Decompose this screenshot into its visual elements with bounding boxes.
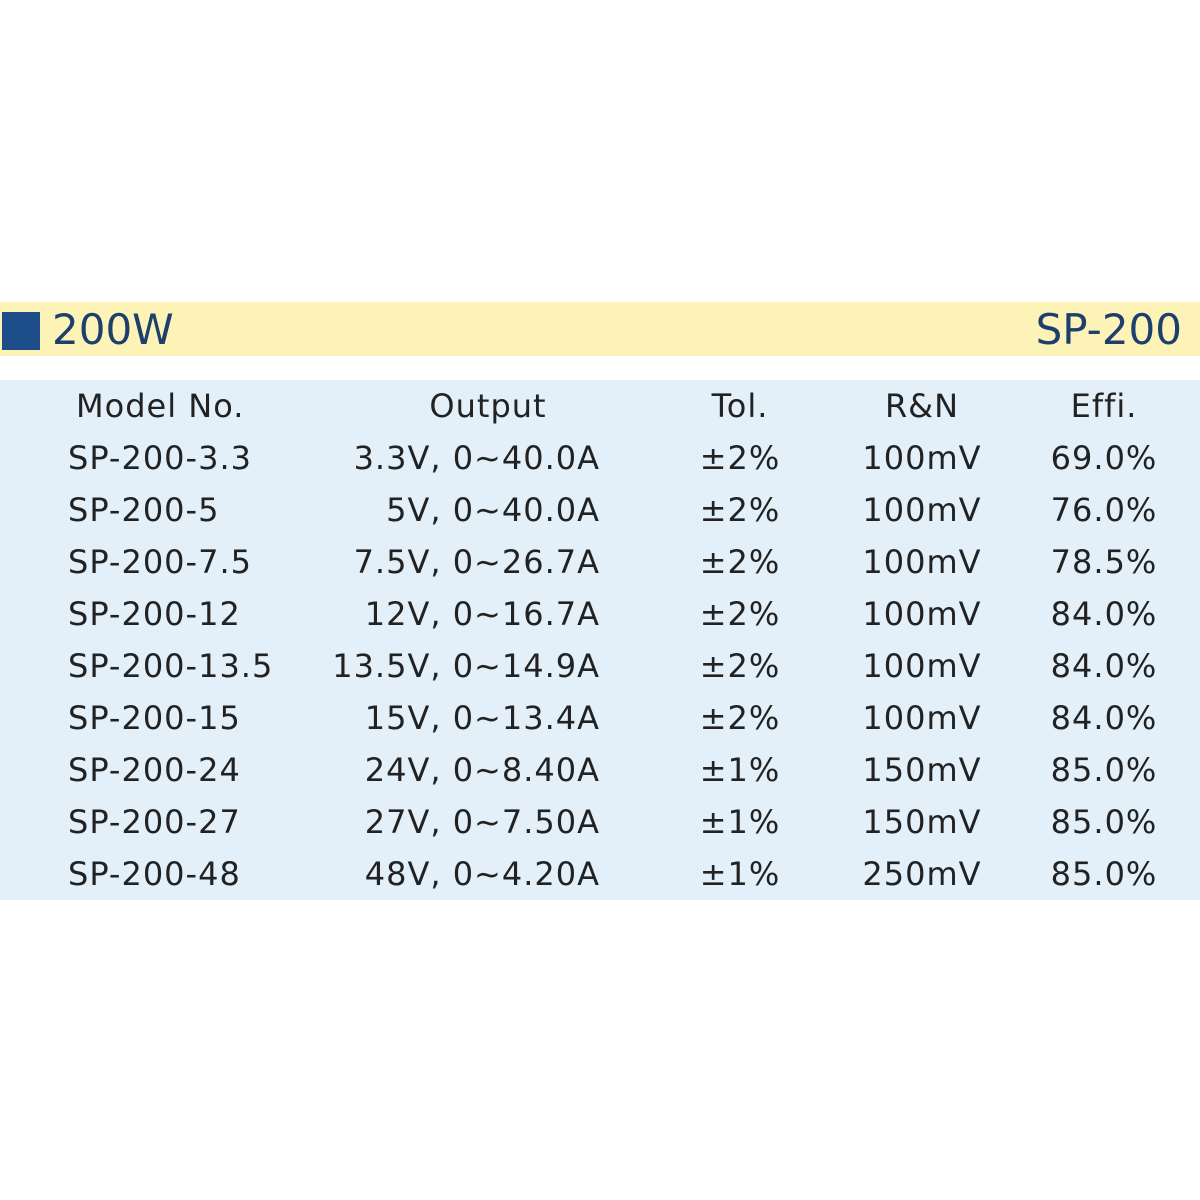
table-cell: 100mV	[862, 647, 982, 685]
table-cell: SP-200-13.5	[68, 647, 274, 685]
table-row: SP-200-12 12V, 0~16.7A ±2% 100mV 84.0%	[0, 588, 1200, 640]
table-cell: SP-200-3.3	[68, 439, 252, 477]
table-cell: 76.0%	[1050, 491, 1158, 529]
table-cell: SP-200-24	[68, 751, 241, 789]
banner	[0, 302, 1200, 356]
table-cell: ±2%	[699, 595, 781, 633]
table-cell: 27V, 0~7.50A	[364, 803, 600, 841]
table-cell: 48V, 0~4.20A	[364, 855, 600, 893]
table-row: SP-200-24 24V, 0~8.40A ±1% 150mV 85.0%	[0, 744, 1200, 796]
table-cell: 78.5%	[1050, 543, 1158, 581]
table-row: SP-200-7.5 7.5V, 0~26.7A ±2% 100mV 78.5%	[0, 536, 1200, 588]
table-row: SP-200-27 27V, 0~7.50A ±1% 150mV 85.0%	[0, 796, 1200, 848]
column-header: R&N	[884, 387, 960, 425]
table-cell: 100mV	[862, 543, 982, 581]
table-cell: 100mV	[862, 491, 982, 529]
table-cell: ±2%	[699, 699, 781, 737]
table-cell: 85.0%	[1050, 855, 1158, 893]
table-cell: ±1%	[699, 855, 781, 893]
table-row: SP-200-3.3 3.3V, 0~40.0A ±2% 100mV 69.0%	[0, 432, 1200, 484]
table-cell: ±1%	[699, 803, 781, 841]
table-cell: ±2%	[699, 543, 781, 581]
table-cell: ±1%	[699, 751, 781, 789]
table-cell: 150mV	[862, 751, 982, 789]
table-cell: 12V, 0~16.7A	[364, 595, 600, 633]
column-header: Model No.	[76, 387, 245, 425]
table-cell: 250mV	[862, 855, 982, 893]
table-cell: SP-200-5	[68, 491, 220, 529]
table-cell: 5V, 0~40.0A	[386, 491, 600, 529]
table-row: SP-200-15 15V, 0~13.4A ±2% 100mV 84.0%	[0, 692, 1200, 744]
table-cell: 150mV	[862, 803, 982, 841]
table-cell: 85.0%	[1050, 751, 1158, 789]
table-cell: 84.0%	[1050, 647, 1158, 685]
column-header: Tol.	[711, 387, 769, 425]
table-cell: 15V, 0~13.4A	[364, 699, 600, 737]
column-header: Output	[429, 387, 547, 425]
table-cell: ±2%	[699, 491, 781, 529]
table-cell: 85.0%	[1050, 803, 1158, 841]
table-cell: 7.5V, 0~26.7A	[353, 543, 600, 581]
table-cell: 84.0%	[1050, 595, 1158, 633]
banner-icon	[2, 312, 40, 350]
table-cell: SP-200-7.5	[68, 543, 252, 581]
table-cell: 69.0%	[1050, 439, 1158, 477]
table-cell: 13.5V, 0~14.9A	[332, 647, 600, 685]
table-cell: SP-200-27	[68, 803, 241, 841]
table-cell: SP-200-48	[68, 855, 241, 893]
table-cell: SP-200-15	[68, 699, 241, 737]
table-cell: 84.0%	[1050, 699, 1158, 737]
table-row: SP-200-48 48V, 0~4.20A ±1% 250mV 85.0%	[0, 848, 1200, 900]
table-cell: 3.3V, 0~40.0A	[353, 439, 600, 477]
table-cell: 100mV	[862, 595, 982, 633]
table-cell: 100mV	[862, 699, 982, 737]
title: 200W	[52, 305, 174, 354]
table-cell: 100mV	[862, 439, 982, 477]
table-cell: SP-200-12	[68, 595, 241, 633]
series: SP-200	[1035, 305, 1182, 354]
column-header: Effi.	[1070, 387, 1138, 425]
table-cell: ±2%	[699, 647, 781, 685]
table: Model No. Output Tol. R&N Effi. SP-200-3.3 3.3…	[0, 380, 1200, 900]
header-row: Model No. Output Tol. R&N Effi.	[0, 380, 1200, 432]
table-row: SP-200-5 5V, 0~40.0A ±2% 100mV 76.0%	[0, 484, 1200, 536]
table-cell: 24V, 0~8.40A	[364, 751, 600, 789]
table-row: SP-200-13.5 13.5V, 0~14.9A ±2% 100mV 84.0%	[0, 640, 1200, 692]
table-cell: ±2%	[699, 439, 781, 477]
